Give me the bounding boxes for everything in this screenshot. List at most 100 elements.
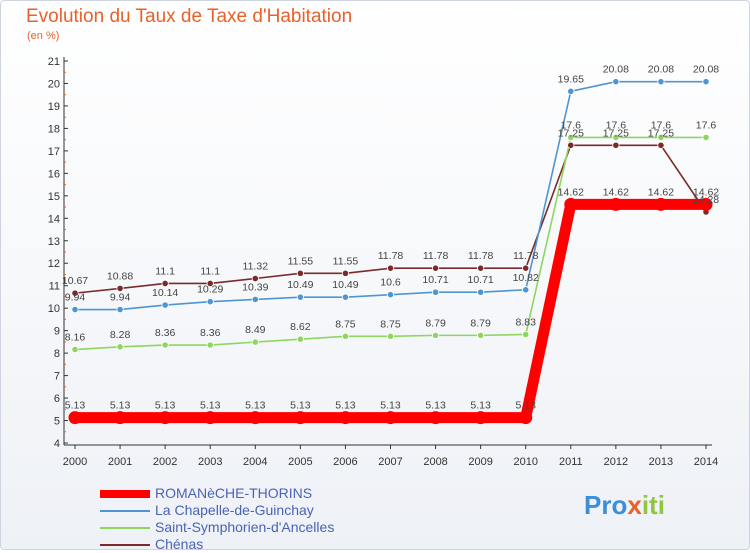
y-tick-label: 21 bbox=[48, 56, 60, 68]
x-tick-label: 2004 bbox=[243, 456, 267, 468]
data-point-0 bbox=[338, 411, 352, 425]
data-point-0 bbox=[68, 411, 82, 425]
legend-label: ROMANèCHE-THORINS bbox=[155, 485, 313, 501]
data-point-3 bbox=[116, 284, 124, 293]
data-label-2: 17.6 bbox=[696, 119, 717, 131]
data-point-3 bbox=[657, 141, 665, 149]
data-point-2 bbox=[251, 338, 259, 346]
data-label-2: 8.28 bbox=[110, 329, 131, 341]
y-tick-label: 20 bbox=[48, 78, 60, 90]
data-point-3 bbox=[612, 141, 620, 149]
data-point-2 bbox=[341, 332, 350, 340]
data-label-2: 8.62 bbox=[290, 321, 311, 333]
y-tick-label: 18 bbox=[48, 123, 60, 135]
data-point-2 bbox=[116, 343, 124, 351]
data-point-1 bbox=[116, 305, 124, 314]
x-tick-label: 2009 bbox=[468, 456, 492, 468]
legend-label: Chénas bbox=[155, 536, 204, 552]
y-tick-label: 9 bbox=[54, 326, 60, 338]
data-label-2: 8.75 bbox=[380, 318, 401, 330]
x-tick-label: 2002 bbox=[153, 456, 177, 468]
y-tick-label: 13 bbox=[48, 236, 60, 248]
data-label-2: 8.79 bbox=[470, 317, 491, 329]
data-point-0 bbox=[699, 197, 713, 211]
data-label-0: 14.62 bbox=[558, 186, 584, 198]
y-tick-label: 11 bbox=[49, 281, 60, 293]
x-tick-label: 2001 bbox=[108, 456, 132, 468]
y-tick-label: 8 bbox=[54, 348, 60, 360]
data-label-0: 5.13 bbox=[470, 400, 491, 412]
series-line-0 bbox=[69, 198, 712, 424]
data-point-1 bbox=[522, 286, 530, 294]
logo-part-x: x bbox=[627, 490, 642, 520]
data-point-1 bbox=[71, 305, 79, 314]
data-label-0: 5.13 bbox=[515, 400, 536, 412]
data-label-3: 11.55 bbox=[333, 255, 359, 267]
x-tick-label: 2013 bbox=[649, 456, 673, 468]
data-point-3 bbox=[71, 289, 79, 297]
proxiti-logo: Proxiti bbox=[584, 490, 665, 521]
data-label-1: 9.94 bbox=[110, 292, 131, 304]
data-label-3: 10.88 bbox=[107, 270, 133, 282]
data-point-2 bbox=[522, 330, 530, 339]
x-tick-label: 2008 bbox=[423, 456, 447, 468]
data-label-1: 20.08 bbox=[603, 64, 629, 76]
x-tick-label: 2003 bbox=[198, 456, 222, 468]
data-label-2: 8.36 bbox=[155, 327, 176, 339]
data-point-2 bbox=[477, 331, 485, 339]
data-point-0 bbox=[384, 411, 397, 425]
legend-swatch bbox=[100, 489, 150, 498]
data-label-3: 11.1 bbox=[200, 265, 220, 277]
data-point-0 bbox=[609, 197, 623, 211]
legend-swatch bbox=[100, 526, 150, 529]
data-label-0: 14.62 bbox=[648, 186, 674, 198]
data-point-0 bbox=[474, 411, 488, 425]
x-tick-label: 2005 bbox=[288, 456, 312, 468]
data-label-3: 11.78 bbox=[513, 250, 539, 262]
data-label-3: 17.25 bbox=[603, 127, 629, 139]
x-tick-label: 2007 bbox=[378, 456, 402, 468]
data-point-2 bbox=[431, 331, 440, 339]
data-label-3: 11.78 bbox=[468, 250, 494, 262]
data-label-0: 5.13 bbox=[425, 400, 446, 412]
x-tick-label: 2010 bbox=[513, 456, 537, 468]
data-point-1 bbox=[251, 295, 259, 304]
data-point-3 bbox=[431, 264, 440, 272]
data-point-3 bbox=[161, 279, 169, 288]
data-label-0: 5.13 bbox=[155, 400, 176, 412]
data-label-2: 8.75 bbox=[335, 318, 356, 330]
legend-item: Saint-Symphorien-d'Ancelles bbox=[100, 519, 334, 536]
data-point-3 bbox=[341, 269, 350, 277]
data-point-1 bbox=[161, 301, 169, 309]
data-point-3 bbox=[522, 264, 530, 272]
y-tick-label: 16 bbox=[48, 168, 60, 180]
data-label-2: 17.6 bbox=[651, 119, 672, 131]
data-label-3: 14.28 bbox=[693, 194, 719, 206]
series-points bbox=[68, 78, 713, 425]
legend-label: La Chapelle-de-Guinchay bbox=[155, 502, 314, 518]
data-point-3 bbox=[251, 274, 259, 283]
data-label-0: 5.13 bbox=[335, 400, 356, 412]
legend-label: Saint-Symphorien-d'Ancelles bbox=[155, 519, 335, 535]
y-tick-label: 7 bbox=[54, 371, 60, 383]
chart-subtitle: (en %) bbox=[27, 30, 60, 42]
chart-legend: ROMANèCHE-THORINS La Chapelle-de-Guinchay… bbox=[100, 485, 334, 553]
data-point-1 bbox=[431, 288, 440, 296]
data-point-3 bbox=[296, 269, 304, 277]
data-label-1: 10.14 bbox=[152, 287, 178, 299]
data-label-3: 11.55 bbox=[288, 255, 314, 267]
data-point-1 bbox=[657, 78, 665, 86]
data-label-2: 17.6 bbox=[606, 119, 627, 131]
x-tick-label: 2011 bbox=[559, 456, 583, 468]
data-point-3 bbox=[386, 264, 395, 272]
data-point-2 bbox=[206, 341, 214, 349]
data-label-2: 8.79 bbox=[425, 317, 446, 329]
data-point-1 bbox=[296, 293, 304, 301]
data-label-0: 5.13 bbox=[65, 400, 86, 412]
data-label-1: 10.49 bbox=[332, 279, 358, 291]
data-point-0 bbox=[564, 197, 578, 211]
data-point-1 bbox=[206, 298, 214, 306]
data-label-1: 10.29 bbox=[197, 284, 223, 296]
data-point-0 bbox=[203, 411, 217, 425]
data-label-0: 14.62 bbox=[693, 186, 719, 198]
